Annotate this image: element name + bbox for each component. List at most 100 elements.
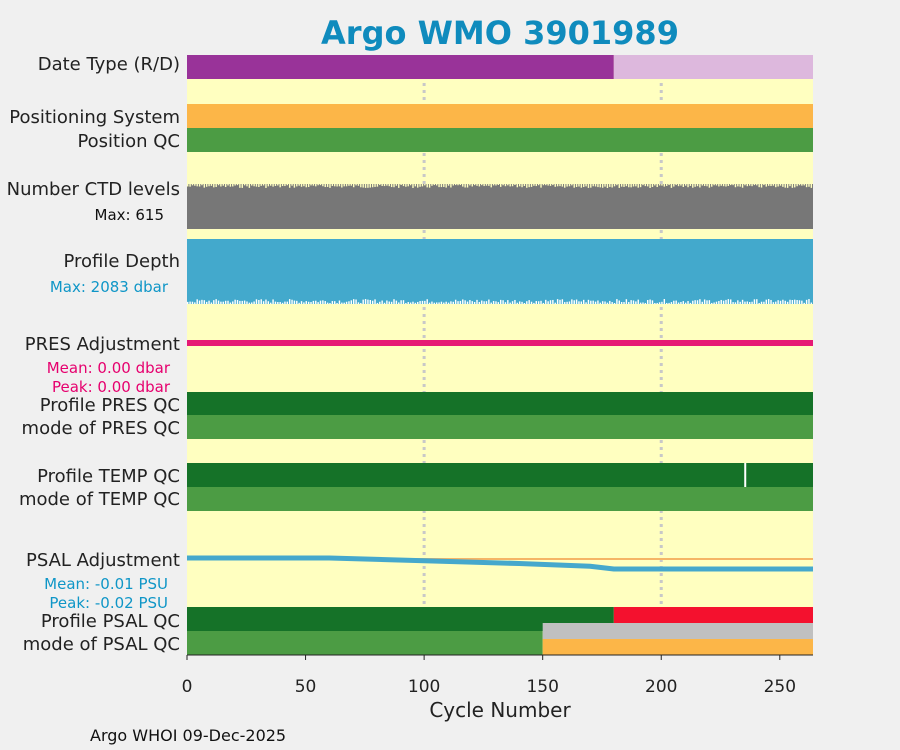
ctd-spike bbox=[357, 184, 360, 186]
ctd-spike bbox=[336, 184, 338, 187]
depth-spike bbox=[227, 300, 229, 304]
depth-spike bbox=[590, 300, 592, 304]
depth-spike bbox=[751, 301, 753, 304]
ctd-spike bbox=[779, 184, 782, 186]
depth-spike bbox=[635, 301, 637, 304]
positioning-system-label: Positioning System bbox=[9, 107, 180, 128]
depth-spike bbox=[317, 302, 319, 304]
ctd-spike bbox=[281, 184, 284, 187]
ctd-spike bbox=[232, 184, 234, 187]
depth-spike bbox=[236, 300, 239, 304]
ctd-spike bbox=[412, 184, 414, 188]
ctd-spike bbox=[390, 184, 393, 188]
depth-spike bbox=[663, 299, 666, 304]
depth-spike bbox=[393, 299, 395, 304]
depth-spike bbox=[511, 301, 514, 304]
ctd-spike bbox=[371, 184, 374, 188]
depth-spike bbox=[457, 301, 459, 304]
mode-temp-qc-bar bbox=[187, 487, 813, 511]
ctd-spike bbox=[732, 184, 734, 186]
mode-pres-qc-label: mode of PRES QC bbox=[22, 418, 180, 439]
depth-spike bbox=[433, 302, 436, 304]
ctd-spike bbox=[307, 184, 310, 187]
ctd-spike bbox=[310, 184, 312, 186]
ctd-spike bbox=[511, 184, 514, 187]
ctd-spike bbox=[687, 184, 689, 188]
ctd-spike bbox=[502, 184, 504, 186]
position-qc-bar bbox=[187, 128, 813, 152]
depth-spike bbox=[739, 301, 741, 304]
depth-spike bbox=[516, 302, 519, 304]
depth-spike bbox=[355, 299, 357, 304]
depth-spike bbox=[350, 300, 353, 304]
depth-spike bbox=[756, 299, 758, 304]
ctd-spike bbox=[737, 184, 739, 187]
ctd-spike bbox=[616, 184, 618, 186]
ctd-spike bbox=[644, 184, 647, 187]
depth-spike bbox=[369, 299, 372, 304]
depth-spike bbox=[682, 301, 685, 304]
ctd-spike bbox=[364, 184, 367, 188]
depth-spike bbox=[654, 302, 656, 304]
pres-adjustment-line bbox=[187, 340, 813, 346]
ctd-spike bbox=[789, 184, 791, 187]
depth-spike bbox=[746, 301, 749, 304]
x-axis: 0 50 100 150 200 250 bbox=[182, 654, 813, 697]
ctd-spike bbox=[801, 184, 803, 186]
ctd-spike bbox=[500, 184, 502, 187]
depth-spike bbox=[386, 300, 388, 304]
depth-spike bbox=[291, 299, 293, 304]
ctd-spike bbox=[528, 184, 530, 188]
depth-spike bbox=[213, 300, 215, 304]
ctd-spike bbox=[431, 184, 433, 186]
ctd-spike bbox=[345, 184, 348, 187]
depth-spike bbox=[485, 301, 488, 304]
depth-spike bbox=[371, 300, 374, 304]
depth-spike bbox=[248, 302, 251, 304]
ctd-spike bbox=[464, 184, 466, 188]
ctd-spike bbox=[746, 184, 749, 187]
ctd-spike bbox=[620, 184, 623, 187]
ctd-spike bbox=[554, 184, 556, 187]
ctd-spike bbox=[628, 184, 630, 188]
mode-pres-qc-bar bbox=[187, 415, 813, 439]
ctd-spike bbox=[580, 184, 583, 188]
depth-spike bbox=[357, 302, 360, 304]
ctd-spike bbox=[701, 184, 703, 186]
ctd-spike bbox=[798, 184, 801, 186]
depth-spike bbox=[232, 301, 234, 304]
ctd-spike bbox=[419, 184, 421, 187]
ctd-spike bbox=[713, 184, 715, 186]
depth-spike bbox=[784, 300, 786, 304]
depth-spike bbox=[725, 299, 727, 304]
depth-spike bbox=[592, 300, 594, 304]
ctd-spike bbox=[260, 184, 262, 186]
depth-spike bbox=[201, 299, 203, 304]
ctd-spike bbox=[352, 184, 355, 188]
ctd-spike bbox=[708, 184, 711, 188]
depth-spike bbox=[628, 302, 630, 304]
ctd-spike bbox=[609, 184, 611, 187]
ctd-spike bbox=[383, 184, 386, 187]
depth-spike bbox=[649, 299, 651, 304]
psal-adjustment-line bbox=[187, 555, 813, 572]
ctd-spike bbox=[213, 184, 215, 188]
x-tick-label: 250 bbox=[764, 677, 796, 697]
depth-spike bbox=[334, 301, 336, 304]
depth-spike bbox=[464, 300, 466, 304]
ctd-spike bbox=[758, 184, 760, 188]
depth-spike bbox=[262, 301, 265, 304]
ctd-spike bbox=[246, 184, 248, 187]
profile-psal-qc-label: Profile PSAL QC bbox=[41, 611, 180, 632]
ctd-spike bbox=[582, 184, 585, 188]
depth-spike bbox=[580, 301, 583, 304]
depth-spike bbox=[720, 299, 722, 304]
ctd-spike bbox=[440, 184, 443, 188]
ctd-spike bbox=[718, 184, 720, 187]
ctd-spike bbox=[457, 184, 459, 186]
depth-spike bbox=[727, 299, 730, 304]
ctd-spike bbox=[454, 184, 457, 186]
ctd-spike bbox=[469, 184, 471, 186]
depth-spike bbox=[684, 302, 687, 304]
